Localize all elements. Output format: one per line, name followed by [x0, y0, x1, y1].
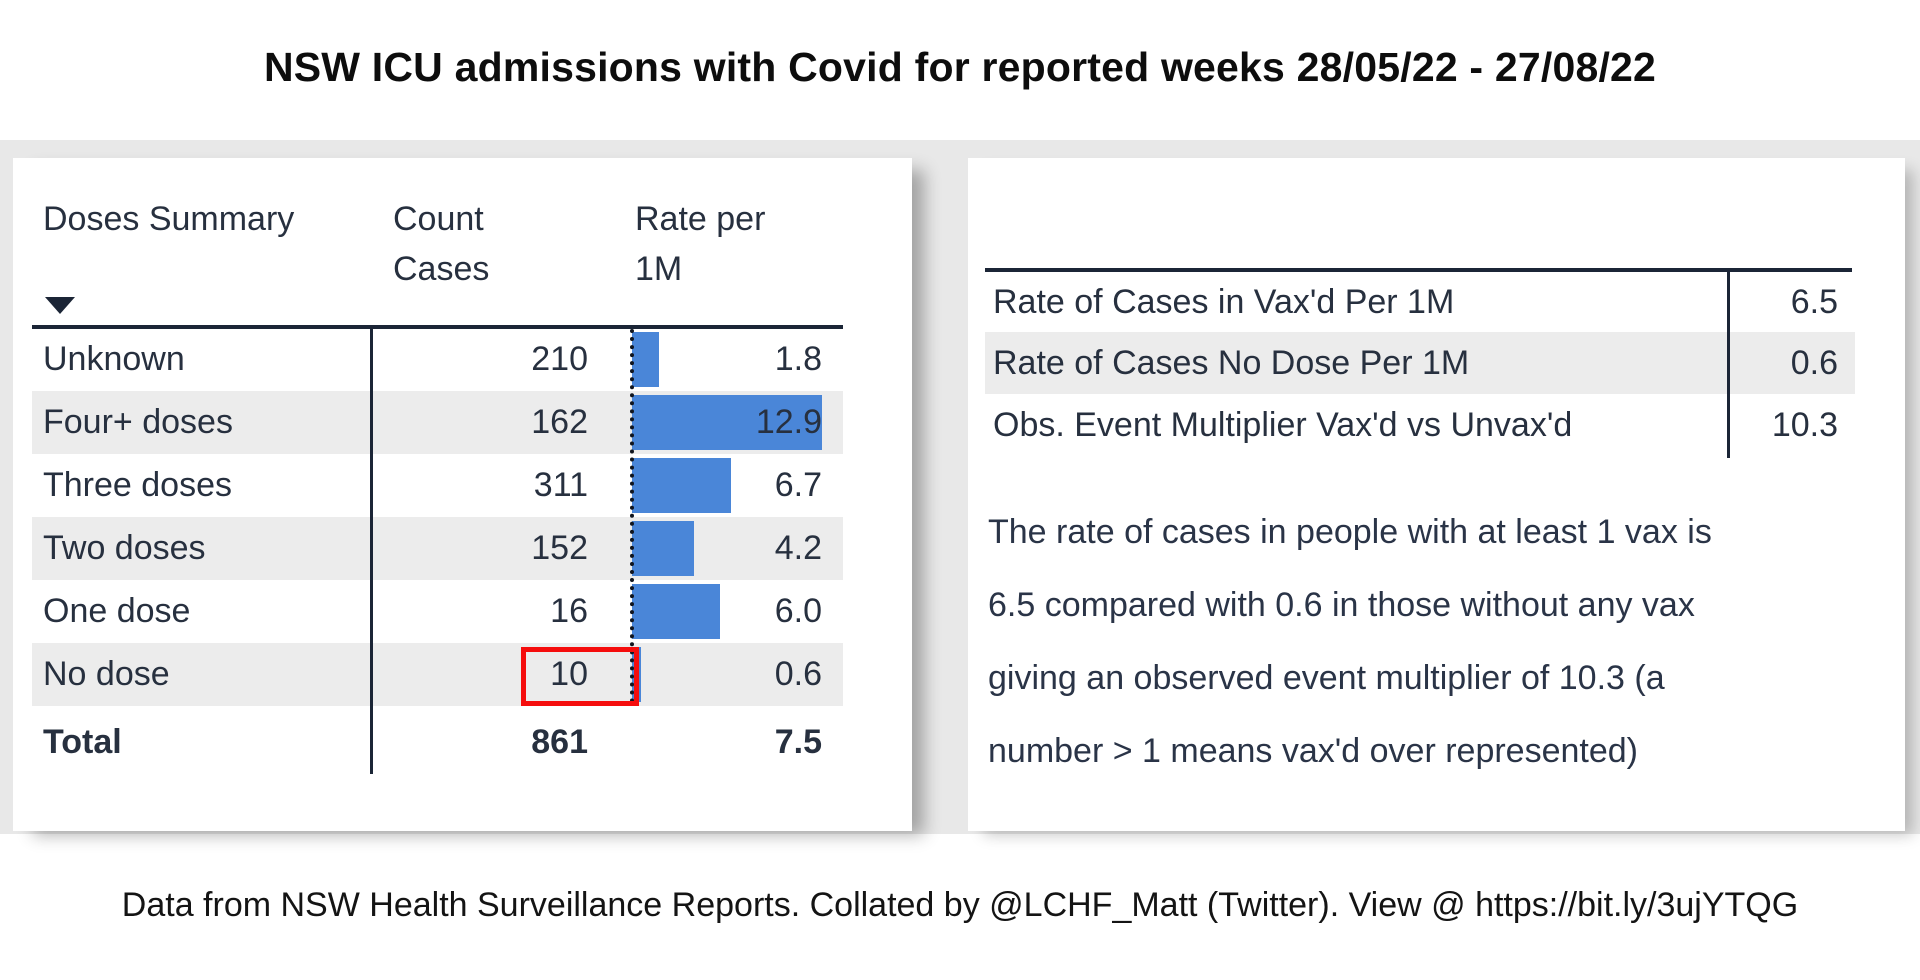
summary-divider-line	[1727, 268, 1730, 458]
count-value: 16	[550, 592, 588, 630]
table-row: No dose 10 0.6	[32, 643, 843, 706]
count-value: 311	[533, 466, 588, 504]
table-row: Two doses 152 4.2	[32, 517, 843, 580]
summary-row: Rate of Cases No Dose Per 1M 0.6	[985, 332, 1855, 394]
rate-bar	[632, 584, 720, 639]
summary-value: 6.5	[1790, 282, 1838, 321]
header-rule	[32, 325, 843, 329]
row-label: Two doses	[43, 529, 206, 567]
rate-value: 6.0	[774, 592, 822, 630]
page-title: NSW ICU admissions with Covid for report…	[263, 44, 1657, 90]
summary-value: 10.3	[1771, 405, 1838, 444]
rate-value: 0.6	[774, 655, 822, 693]
total-count-value: 861	[531, 722, 588, 761]
table-total-row: Total 861 7.5	[32, 706, 843, 778]
row-label: Three doses	[43, 466, 232, 504]
total-label: Total	[43, 722, 122, 761]
sort-descending-icon[interactable]	[45, 297, 75, 314]
row-label: One dose	[43, 592, 191, 630]
summary-value: 0.6	[1790, 343, 1838, 382]
column-divider-line	[370, 325, 373, 774]
row-label: No dose	[43, 655, 170, 693]
count-value: 152	[531, 529, 588, 567]
column-header-doses-summary[interactable]: Doses Summary	[43, 200, 295, 238]
summary-header-rule	[985, 268, 1852, 272]
table-row: Four+ doses 162 12.9	[32, 391, 843, 454]
rate-value: 1.8	[774, 340, 822, 378]
red-highlight-box	[521, 647, 639, 706]
count-value: 210	[531, 340, 588, 378]
rate-bar	[632, 395, 822, 450]
rate-value: 6.7	[774, 466, 822, 504]
table-row: Three doses 311 6.7	[32, 454, 843, 517]
summary-label: Rate of Cases in Vax'd Per 1M	[993, 282, 1455, 321]
rate-bar	[632, 521, 694, 576]
table-row: One dose 16 6.0	[32, 580, 843, 643]
bar-zero-baseline	[630, 329, 634, 703]
rate-value: 4.2	[774, 529, 822, 567]
rate-bar	[632, 458, 731, 513]
summary-card: Rate of Cases in Vax'd Per 1M 6.5 Rate o…	[968, 158, 1905, 831]
column-header-rate-per-1m: Rate per 1M	[635, 200, 766, 288]
source-attribution: Data from NSW Health Surveillance Report…	[121, 886, 1799, 924]
explanatory-note: The rate of cases in people with at leas…	[988, 496, 1888, 788]
summary-row: Obs. Event Multiplier Vax'd vs Unvax'd 1…	[985, 394, 1855, 456]
row-label: Four+ doses	[43, 403, 233, 441]
summary-label: Rate of Cases No Dose Per 1M	[993, 343, 1470, 382]
note-line: 6.5 compared with 0.6 in those without a…	[988, 586, 1695, 624]
summary-row: Rate of Cases in Vax'd Per 1M 6.5	[985, 272, 1855, 332]
note-line: The rate of cases in people with at leas…	[988, 513, 1712, 551]
total-rate-value: 7.5	[774, 722, 822, 761]
column-header-count-cases: Count Cases	[393, 200, 490, 288]
row-label: Unknown	[43, 340, 185, 378]
note-line: giving an observed event multiplier of 1…	[988, 659, 1665, 697]
summary-label: Obs. Event Multiplier Vax'd vs Unvax'd	[993, 405, 1573, 444]
doses-table-card: Doses Summary Count Cases Rate per 1M Un…	[13, 158, 912, 831]
count-value: 162	[531, 403, 588, 441]
table-row: Unknown 210 1.8	[32, 328, 843, 391]
note-line: number > 1 means vax'd over represented)	[988, 732, 1639, 770]
rate-value: 12.9	[755, 403, 822, 441]
rate-bar	[632, 332, 659, 387]
count-value: 10	[550, 655, 588, 693]
